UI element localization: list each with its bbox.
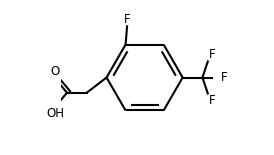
Text: F: F	[209, 94, 215, 107]
Text: F: F	[209, 48, 215, 61]
Text: O: O	[50, 65, 59, 78]
Text: OH: OH	[46, 107, 64, 120]
Text: F: F	[124, 13, 130, 26]
Text: F: F	[221, 71, 227, 84]
